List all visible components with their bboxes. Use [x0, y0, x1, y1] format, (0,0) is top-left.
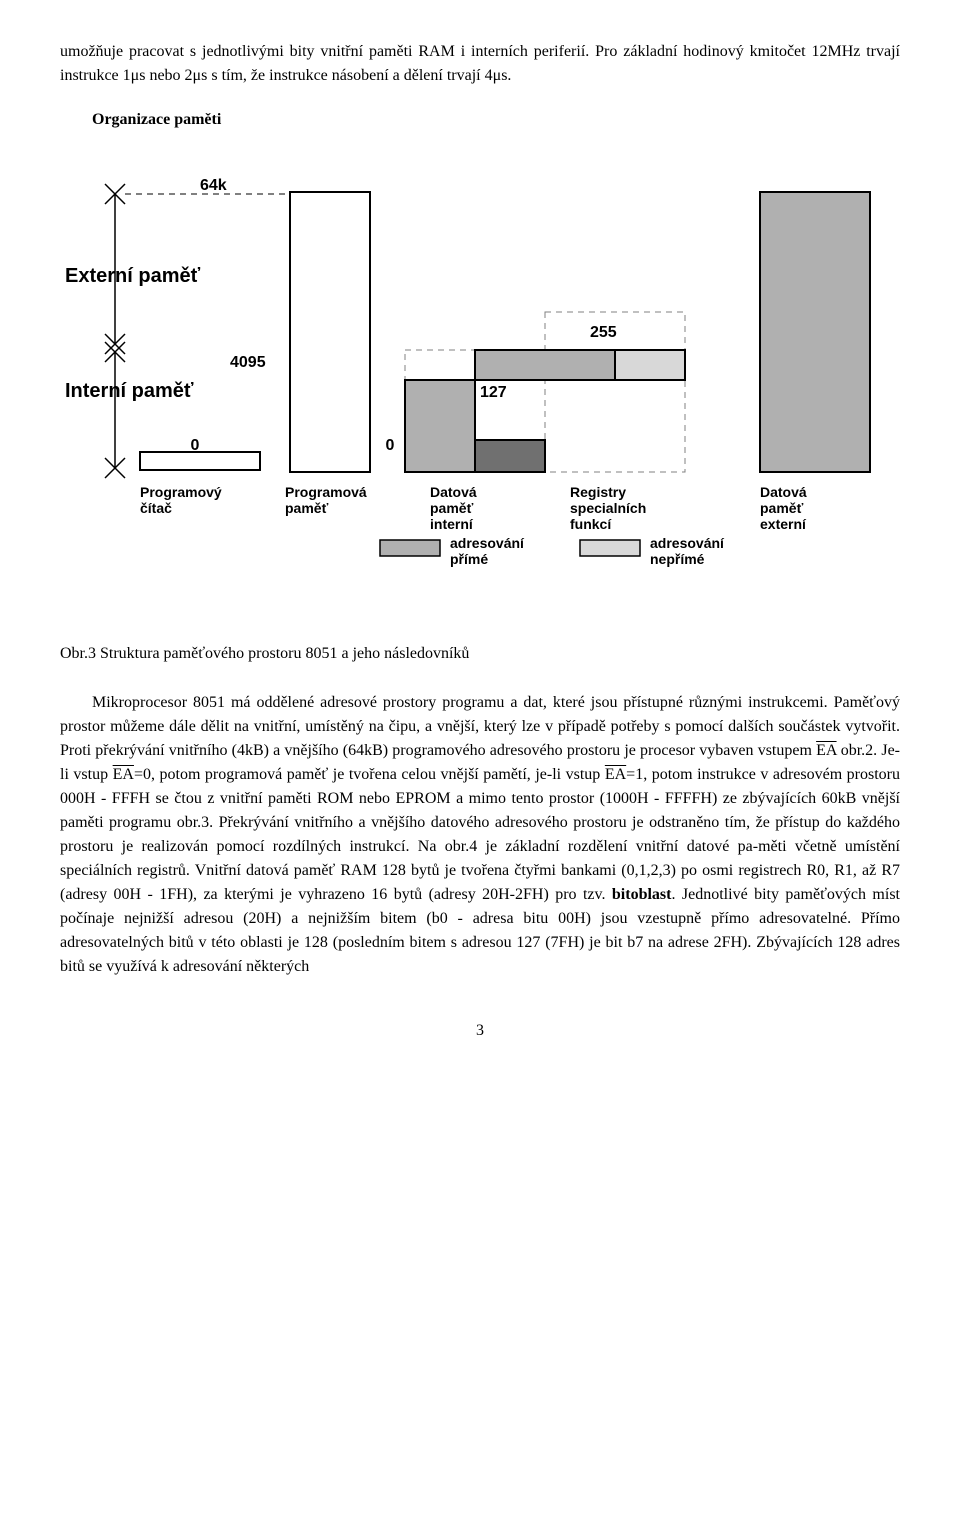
svg-text:0: 0 [191, 437, 200, 454]
svg-text:Programová: Programová [285, 484, 367, 500]
svg-text:paměť: paměť [285, 500, 329, 516]
bitoblast-term: bitoblast [612, 886, 672, 903]
svg-text:externí: externí [760, 516, 807, 532]
svg-text:0: 0 [386, 437, 395, 454]
svg-text:nepřímé: nepřímé [650, 551, 705, 567]
figure-caption: Obr.3 Struktura paměťového prostoru 8051… [60, 642, 900, 666]
svg-text:127: 127 [480, 384, 507, 401]
page-number: 3 [60, 1019, 900, 1043]
svg-text:adresování: adresování [450, 535, 525, 551]
svg-text:Externí paměť: Externí paměť [65, 265, 201, 287]
svg-text:Programový: Programový [140, 484, 222, 500]
svg-text:přímé: přímé [450, 551, 488, 567]
heading-organizace: Organizace paměti [60, 108, 900, 132]
svg-text:adresování: adresování [650, 535, 725, 551]
svg-text:Datová: Datová [430, 484, 477, 500]
p2-text-d: =1, potom instrukce v adresovém prostoru… [60, 766, 900, 903]
svg-text:Interní paměť: Interní paměť [65, 380, 194, 402]
svg-text:paměť: paměť [760, 500, 804, 516]
svg-text:255: 255 [590, 324, 617, 341]
svg-text:paměť: paměť [430, 500, 474, 516]
ea-signal-1: EA [816, 742, 836, 759]
ea-signal-3: EA [605, 766, 626, 783]
svg-text:64k: 64k [200, 177, 227, 194]
svg-text:funkcí: funkcí [570, 516, 612, 532]
p2-text-c: =0, potom programová paměť je tvořena ce… [134, 766, 605, 783]
figure-memory-structure: 64k Externí paměť Interní paměť 4095 127 255 0… [60, 162, 900, 622]
paragraph-1: umožňuje pracovat s jednotlivými bity vn… [60, 40, 900, 88]
svg-text:čítač: čítač [140, 500, 172, 516]
paragraph-2: Mikroprocesor 8051 má oddělené adresové … [60, 691, 900, 979]
svg-text:4095: 4095 [230, 354, 266, 371]
svg-text:Registry: Registry [570, 484, 626, 500]
p2-text-a: Mikroprocesor 8051 má oddělené adresové … [60, 694, 900, 759]
svg-text:interní: interní [430, 516, 474, 532]
svg-text:specialních: specialních [570, 500, 646, 516]
ea-signal-2: EA [113, 766, 134, 783]
svg-text:Datová: Datová [760, 484, 807, 500]
